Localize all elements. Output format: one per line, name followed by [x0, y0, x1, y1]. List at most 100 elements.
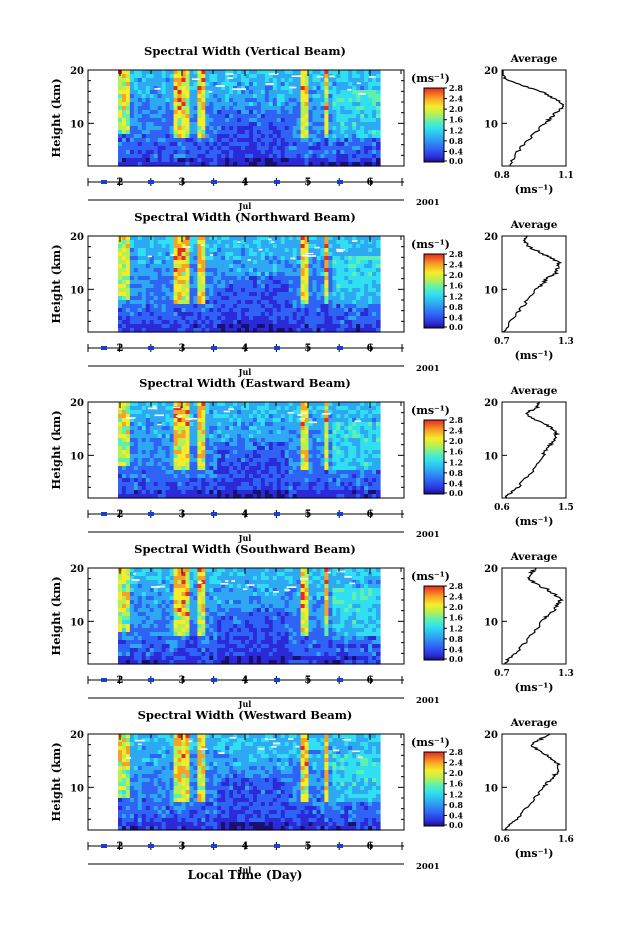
- colorbar-tick-label: 0.0: [449, 654, 463, 664]
- colorbar: [423, 419, 445, 495]
- profile-y-tick-label: 10: [484, 451, 498, 462]
- heatmap-cells: [118, 402, 381, 499]
- y-axis-label: Height (km): [49, 410, 63, 489]
- colorbar-unit: (ms⁻¹): [411, 238, 450, 251]
- time-marker: [211, 844, 217, 848]
- time-marker: [148, 180, 154, 184]
- profile-unit: (ms⁻¹): [515, 847, 554, 860]
- y-tick-label: 10: [70, 119, 84, 130]
- colorbar: [423, 751, 445, 827]
- time-marker: [337, 346, 343, 350]
- colorbar-tick-label: 2.0: [449, 270, 463, 280]
- colorbar-tick-label: 1.2: [449, 457, 463, 467]
- y-axis-label: Height (km): [49, 78, 63, 157]
- heatmap-cells: [118, 734, 381, 831]
- year-label: 2001: [416, 530, 440, 540]
- colorbar-tick-label: 0.4: [449, 478, 463, 488]
- x-tick-label: 5: [305, 343, 312, 354]
- time-marker: [337, 678, 343, 682]
- profile-y-tick-label: 10: [484, 783, 498, 794]
- y-tick-label: 10: [70, 783, 84, 794]
- time-marker: [148, 512, 154, 516]
- year-label: 2001: [416, 198, 440, 208]
- colorbar-tick-label: 2.8: [449, 747, 463, 757]
- colorbar-tick-label: 2.4: [449, 94, 463, 104]
- colorbar-unit: (ms⁻¹): [411, 736, 450, 749]
- colorbar: [423, 87, 445, 163]
- colorbar-tick-label: 1.6: [449, 115, 463, 125]
- time-marker: [337, 844, 343, 848]
- colorbar-tick-label: 2.4: [449, 758, 463, 768]
- x-tick-label: 3: [179, 675, 186, 686]
- colorbar-tick-label: 1.2: [449, 291, 463, 301]
- colorbar-tick-label: 2.0: [449, 768, 463, 778]
- time-marker: [148, 678, 154, 682]
- colorbar-tick-label: 2.4: [449, 426, 463, 436]
- x-tick-label: 2: [117, 177, 124, 188]
- profile-y-tick-label: 10: [484, 617, 498, 628]
- heatmap-cells: [118, 236, 381, 333]
- colorbar-unit: (ms⁻¹): [411, 570, 450, 583]
- profile-frame: [501, 69, 567, 167]
- x-tick-label: 3: [179, 177, 186, 188]
- heatmap-frame: [87, 69, 405, 167]
- y-tick-label: 20: [70, 66, 84, 77]
- time-marker: [274, 844, 280, 848]
- x-tick-label: 4: [242, 509, 249, 520]
- y-tick-label: 10: [70, 451, 84, 462]
- profile-title: Average: [510, 385, 558, 397]
- heatmap-cells: [118, 568, 381, 665]
- time-marker: [211, 678, 217, 682]
- panel-title: Spectral Width (Vertical Beam): [144, 44, 346, 58]
- colorbar: [423, 253, 445, 329]
- profile-x-tick-label: 0.8: [494, 171, 510, 181]
- x-tick-label: 5: [305, 841, 312, 852]
- profile-line: [504, 401, 561, 499]
- month-label: Jul: [238, 367, 252, 377]
- time-marker: [274, 512, 280, 516]
- heatmap-frame: [87, 567, 405, 665]
- profile-line: [502, 235, 563, 333]
- spectral-width-panel-2: Spectral Width (Northward Beam) Height (k…: [49, 210, 574, 377]
- spectral-width-panel-5: Spectral Width (Westward Beam) Height (km…: [49, 708, 574, 875]
- profile-y-tick-label: 20: [484, 564, 498, 575]
- y-axis-label: Height (km): [49, 244, 63, 323]
- x-tick-label: 4: [242, 343, 249, 354]
- profile-y-tick-label: 20: [484, 730, 498, 741]
- profile-y-tick-label: 10: [484, 119, 498, 130]
- profile-frame: [501, 235, 567, 333]
- time-marker: [101, 346, 107, 350]
- profile-frame: [501, 401, 567, 499]
- x-tick-label: 2: [117, 343, 124, 354]
- profile-line: [504, 567, 565, 665]
- spectral-width-panel-4: Spectral Width (Southward Beam) Height (k…: [49, 542, 574, 709]
- colorbar-tick-label: 1.2: [449, 125, 463, 135]
- x-tick-label: 6: [367, 841, 374, 852]
- month-label: Jul: [238, 865, 252, 875]
- heatmap-cells: [118, 70, 381, 167]
- time-marker: [274, 678, 280, 682]
- colorbar-tick-label: 2.8: [449, 581, 463, 591]
- time-marker: [337, 512, 343, 516]
- y-tick-label: 10: [70, 617, 84, 628]
- profile-x-tick-label: 0.6: [494, 835, 510, 845]
- month-label: Jul: [238, 533, 252, 543]
- profile-unit: (ms⁻¹): [515, 349, 554, 362]
- colorbar-tick-label: 2.0: [449, 602, 463, 612]
- y-axis-label: Height (km): [49, 576, 63, 655]
- profile-x-tick-label: 0.6: [494, 503, 510, 513]
- profile-x-tick-label: 1.1: [558, 171, 574, 181]
- year-label: 2001: [416, 364, 440, 374]
- colorbar-tick-label: 1.6: [449, 447, 463, 457]
- colorbar-tick-label: 1.6: [449, 613, 463, 623]
- profile-x-tick-label: 1.3: [558, 669, 574, 679]
- colorbar-tick-label: 0.0: [449, 820, 463, 830]
- month-label: Jul: [238, 699, 252, 709]
- x-tick-label: 6: [367, 343, 374, 354]
- colorbar-tick-label: 2.4: [449, 260, 463, 270]
- x-tick-label: 2: [117, 841, 124, 852]
- profile-x-tick-label: 0.7: [494, 669, 510, 679]
- profile-title: Average: [510, 53, 558, 65]
- colorbar-tick-label: 0.4: [449, 312, 463, 322]
- colorbar-tick-label: 1.6: [449, 779, 463, 789]
